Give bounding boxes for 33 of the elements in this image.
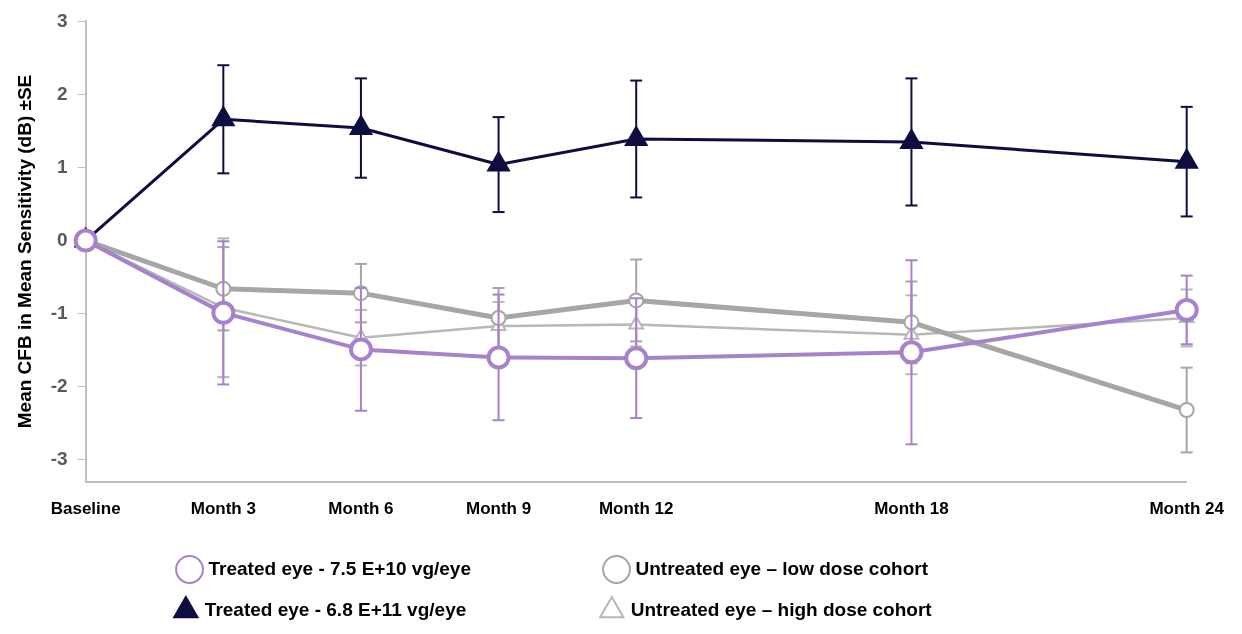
- x-tick-label: Baseline: [50, 499, 121, 519]
- point: [486, 345, 511, 370]
- y-tick-label: -1: [50, 301, 69, 323]
- legend-label: Treated eye - 6.8 E+11 vg/eye: [204, 598, 581, 620]
- x-tick-label: Month 24: [1149, 499, 1225, 519]
- point: [487, 152, 510, 172]
- point: [899, 340, 924, 365]
- point: [900, 129, 923, 149]
- x-tick-label: Month 18: [874, 499, 949, 519]
- point: [625, 126, 648, 147]
- x-tick-label: Month 12: [598, 499, 674, 519]
- legend-label: Untreated eye – high dose cohort: [630, 598, 1046, 620]
- x-tick-label: Month 3: [190, 499, 256, 519]
- point: [211, 300, 236, 325]
- y-tick-label: 3: [57, 9, 68, 31]
- y-axis-title: Mean CFB in Mean Sensitivity (dB) ±SE: [13, 74, 35, 429]
- x-tick-label: Month 6: [328, 499, 394, 519]
- point: [348, 337, 373, 362]
- y-tick-label: 0: [57, 228, 68, 250]
- point: [624, 346, 649, 371]
- legend-label: Treated eye - 7.5 E+10 vg/eye: [208, 557, 586, 579]
- point: [349, 115, 372, 136]
- y-tick-label: -2: [50, 374, 68, 396]
- x-tick-label: Month 9: [465, 499, 532, 519]
- point: [73, 228, 98, 253]
- point: [1175, 149, 1198, 169]
- y-tick-label: -3: [50, 447, 68, 469]
- y-tick-label: 2: [57, 82, 68, 104]
- legend-label: Untreated eye – low dose cohort: [635, 557, 1042, 579]
- y-tick-label: 1: [57, 155, 69, 177]
- point: [1174, 297, 1199, 322]
- point: [212, 106, 235, 127]
- point: [1178, 402, 1195, 419]
